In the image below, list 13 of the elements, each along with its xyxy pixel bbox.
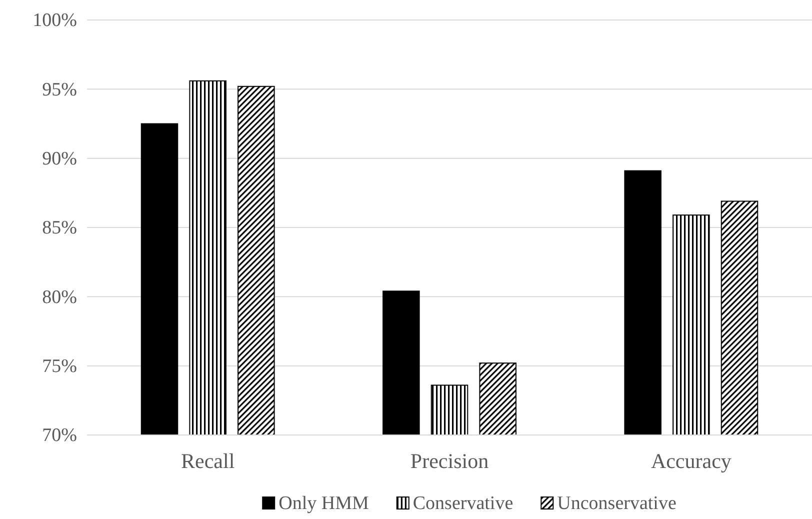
x-tick-label: Precision (410, 448, 490, 473)
y-tick-label: 100% (32, 10, 78, 32)
y-tick-label: 85% (42, 218, 78, 239)
y-tick-label: 75% (42, 356, 78, 377)
y-tick-label: 70% (42, 425, 78, 446)
y-tick-label: 80% (42, 286, 78, 308)
x-tick-label: Recall (181, 448, 235, 473)
legend-label: Unconservative (557, 493, 676, 514)
y-tick-label: 90% (42, 148, 78, 170)
legend-label: Conservative (412, 493, 514, 514)
y-tick-label: 95% (42, 79, 78, 100)
x-tick-label: Accuracy (650, 448, 732, 473)
legend-label: Only HMM (278, 493, 369, 514)
